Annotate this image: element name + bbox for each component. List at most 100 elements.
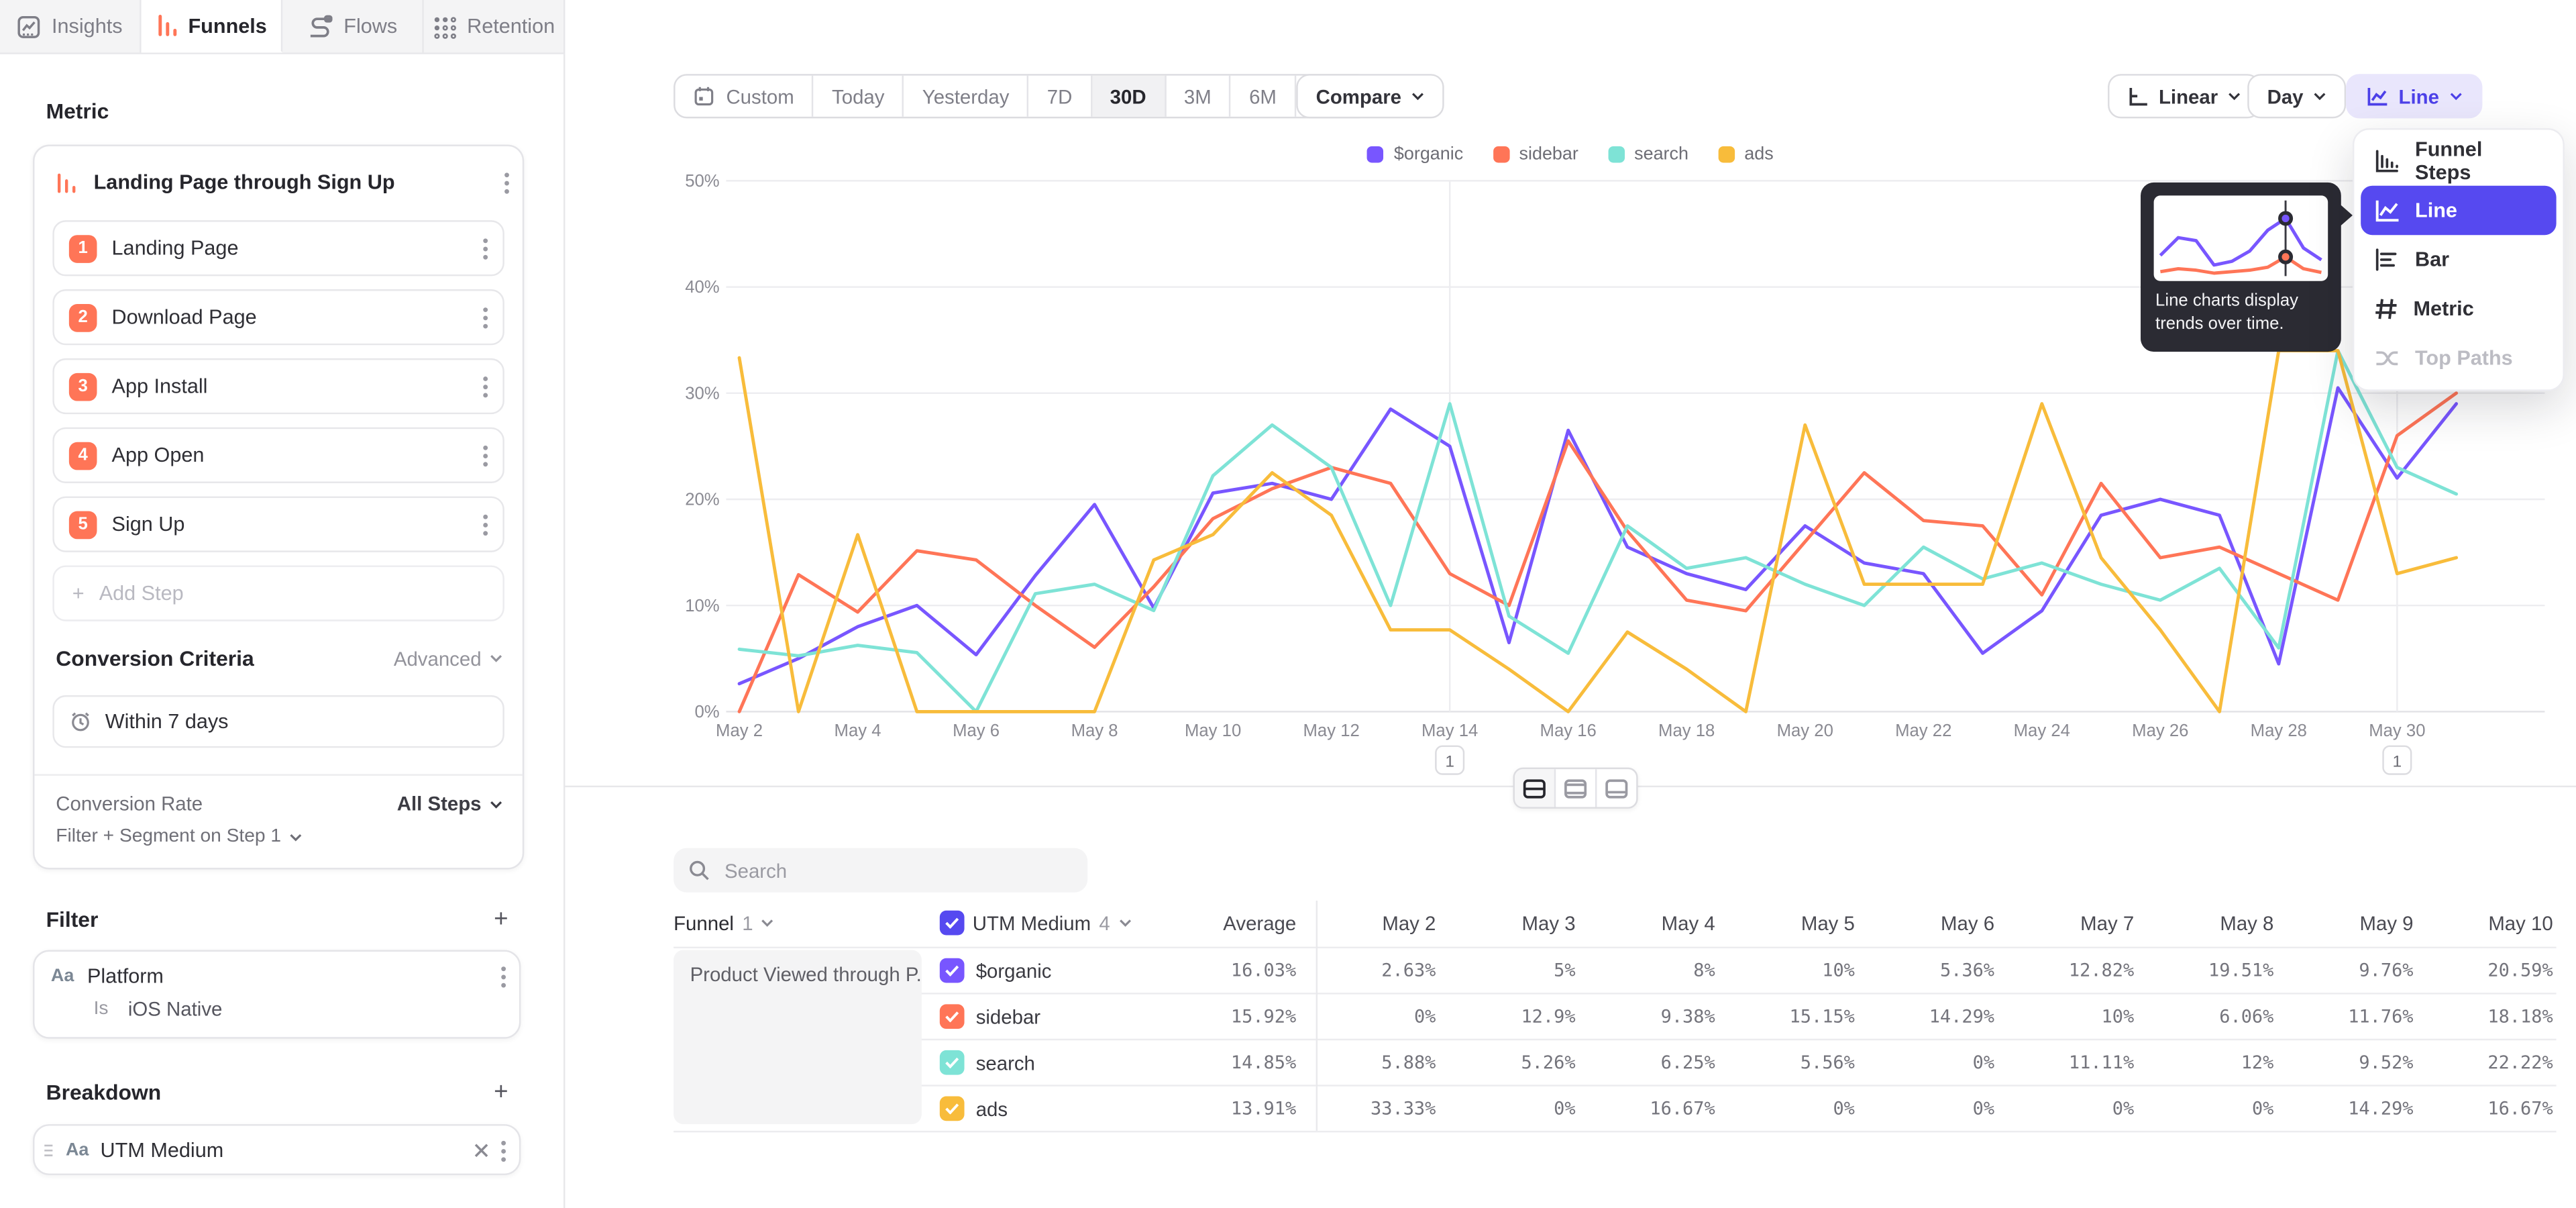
x-axis-label: May 30	[2369, 721, 2425, 740]
filter-card[interactable]: Aa Platform Is iOS Native	[33, 950, 521, 1039]
select-all-checkbox[interactable]	[940, 911, 965, 936]
range-7d[interactable]: 7D	[1029, 76, 1092, 117]
remove-icon[interactable]	[473, 1142, 489, 1158]
line-chart-icon	[2374, 199, 2400, 221]
kebab-menu-icon[interactable]	[501, 1140, 506, 1161]
column-header-may-3[interactable]: May 3	[1439, 911, 1578, 934]
filter-value[interactable]: iOS Native	[128, 998, 222, 1021]
menu-item-label: Bar	[2415, 248, 2449, 271]
value-cell: 0%	[1299, 1006, 1439, 1027]
kebab-menu-icon[interactable]	[483, 238, 488, 259]
value-cell: 5.56%	[1719, 1052, 1858, 1073]
add-filter-button[interactable]: +	[488, 905, 514, 932]
column-header-may-7[interactable]: May 7	[1998, 911, 2137, 934]
legend-item-organic[interactable]: $organic	[1368, 145, 1464, 164]
annotation-badge[interactable]: 1	[2383, 746, 2412, 774]
conversion-mode-dropdown[interactable]: Advanced	[394, 647, 503, 670]
legend-item-sidebar[interactable]: sidebar	[1493, 145, 1578, 164]
value-cell: 0%	[1858, 1052, 1998, 1073]
compare-button[interactable]: Compare	[1296, 74, 1444, 118]
conversion-window-row[interactable]: Within 7 days	[52, 695, 504, 748]
legend-item-search[interactable]: search	[1608, 145, 1688, 164]
menu-item-label: Metric	[2414, 297, 2474, 320]
plus-icon: +	[72, 582, 85, 605]
series-line-ads[interactable]	[739, 351, 2457, 712]
funnel-step-app-open[interactable]: 4App Open	[52, 427, 504, 483]
layout-split-horizontal-icon[interactable]	[1515, 769, 1556, 807]
range-30d[interactable]: 30D	[1092, 76, 1166, 117]
value-cell: 12%	[2137, 1052, 2277, 1073]
kebab-menu-icon[interactable]	[501, 966, 506, 987]
add-step-button[interactable]: +Add Step	[52, 565, 504, 621]
kebab-menu-icon[interactable]	[504, 172, 509, 193]
column-header-average[interactable]: Average	[1153, 911, 1299, 934]
layout-bottom-panel-icon[interactable]	[1597, 769, 1636, 807]
series-checkbox[interactable]	[940, 1096, 965, 1121]
column-header-may-5[interactable]: May 5	[1719, 911, 1858, 934]
series-checkbox[interactable]	[940, 958, 965, 983]
series-checkbox[interactable]	[940, 1004, 965, 1029]
legend-item-ads[interactable]: ads	[1718, 145, 1774, 164]
kebab-menu-icon[interactable]	[483, 307, 488, 328]
funnel-steps-list: 1Landing Page 2Download Page 3App Install 4…	[52, 220, 504, 621]
tab-flows[interactable]: Flows	[282, 0, 424, 52]
range-6m[interactable]: 6M	[1231, 76, 1296, 117]
range-yesterday[interactable]: Yesterday	[904, 76, 1029, 117]
menu-item-metric[interactable]: Metric	[2361, 285, 2556, 334]
scale-button[interactable]: Linear	[2108, 74, 2261, 118]
breakdown-card[interactable]: Aa UTM Medium	[33, 1124, 521, 1175]
chart-type-button[interactable]: Line	[2346, 74, 2481, 118]
series-checkbox[interactable]	[940, 1050, 965, 1075]
range-custom[interactable]: Custom	[676, 76, 814, 117]
funnel-step-sign-up[interactable]: 5Sign Up	[52, 497, 504, 552]
value-cell: 8%	[1578, 960, 1718, 981]
column-header-may-9[interactable]: May 9	[2277, 911, 2416, 934]
funnel-step-download-page[interactable]: 2Download Page	[52, 289, 504, 345]
menu-item-line[interactable]: Line	[2361, 186, 2556, 235]
menu-item-funnel-steps[interactable]: Funnel Steps	[2361, 136, 2556, 185]
tab-retention[interactable]: Retention	[424, 0, 564, 52]
menu-item-bar[interactable]: Bar	[2361, 235, 2556, 284]
series-line-search[interactable]	[739, 351, 2457, 712]
series-line-organic[interactable]	[739, 388, 2457, 684]
conversion-rate-dropdown[interactable]: All Steps	[397, 792, 503, 815]
filter-segment-dropdown[interactable]: Filter + Segment on Step 1	[56, 827, 303, 846]
funnel-step-landing-page[interactable]: 1Landing Page	[52, 220, 504, 276]
x-axis-label: May 20	[1777, 721, 1833, 740]
drag-handle-icon[interactable]	[44, 1144, 54, 1157]
add-breakdown-button[interactable]: +	[488, 1078, 514, 1105]
tab-funnels[interactable]: Funnels	[142, 0, 283, 52]
series-line-sidebar[interactable]	[739, 393, 2457, 712]
metric-icon	[2374, 297, 2399, 320]
x-axis-label: May 10	[1185, 721, 1241, 740]
query-sidebar: Metric Landing Page through Sign Up 1Lan…	[0, 54, 565, 1208]
funnel-step-app-install[interactable]: 3App Install	[52, 358, 504, 414]
annotation-badge[interactable]: 1	[1436, 746, 1464, 774]
layout-split-vertical-icon[interactable]	[1556, 769, 1597, 807]
app-window: InsightsFunnelsFlowsRetention Metric Lan…	[0, 0, 2576, 1208]
metric-card: Landing Page through Sign Up 1Landing Pa…	[33, 145, 524, 870]
date-range-segmented-control: CustomTodayYesterday7D30D3M6M12M	[674, 74, 1373, 118]
column-header-may-4[interactable]: May 4	[1578, 911, 1718, 934]
funnel-column-header[interactable]: Funnel 1	[674, 911, 940, 934]
mini-red-dot	[2280, 251, 2292, 262]
string-type-icon: Aa	[66, 1141, 89, 1160]
column-header-may-2[interactable]: May 2	[1299, 911, 1439, 934]
value-cell: 6.06%	[2137, 1006, 2277, 1027]
granularity-button[interactable]: Day	[2247, 74, 2346, 118]
kebab-menu-icon[interactable]	[483, 444, 488, 466]
search-input[interactable]	[721, 857, 1073, 883]
column-header-may-10[interactable]: May 10	[2416, 911, 2556, 934]
kebab-menu-icon[interactable]	[483, 513, 488, 535]
clock-icon	[69, 710, 92, 733]
column-header-may-8[interactable]: May 8	[2137, 911, 2277, 934]
range-today[interactable]: Today	[814, 76, 904, 117]
breakdown-column-header[interactable]: UTM Medium 4	[940, 911, 1153, 936]
column-header-may-6[interactable]: May 6	[1858, 911, 1998, 934]
value-cell: 9.38%	[1578, 1006, 1718, 1027]
x-axis-label: May 24	[2014, 721, 2070, 740]
range-3m[interactable]: 3M	[1166, 76, 1231, 117]
kebab-menu-icon[interactable]	[483, 376, 488, 397]
tab-insights[interactable]: Insights	[0, 0, 142, 52]
funnel-name-cell[interactable]: Product Viewed through P...	[674, 950, 922, 1125]
